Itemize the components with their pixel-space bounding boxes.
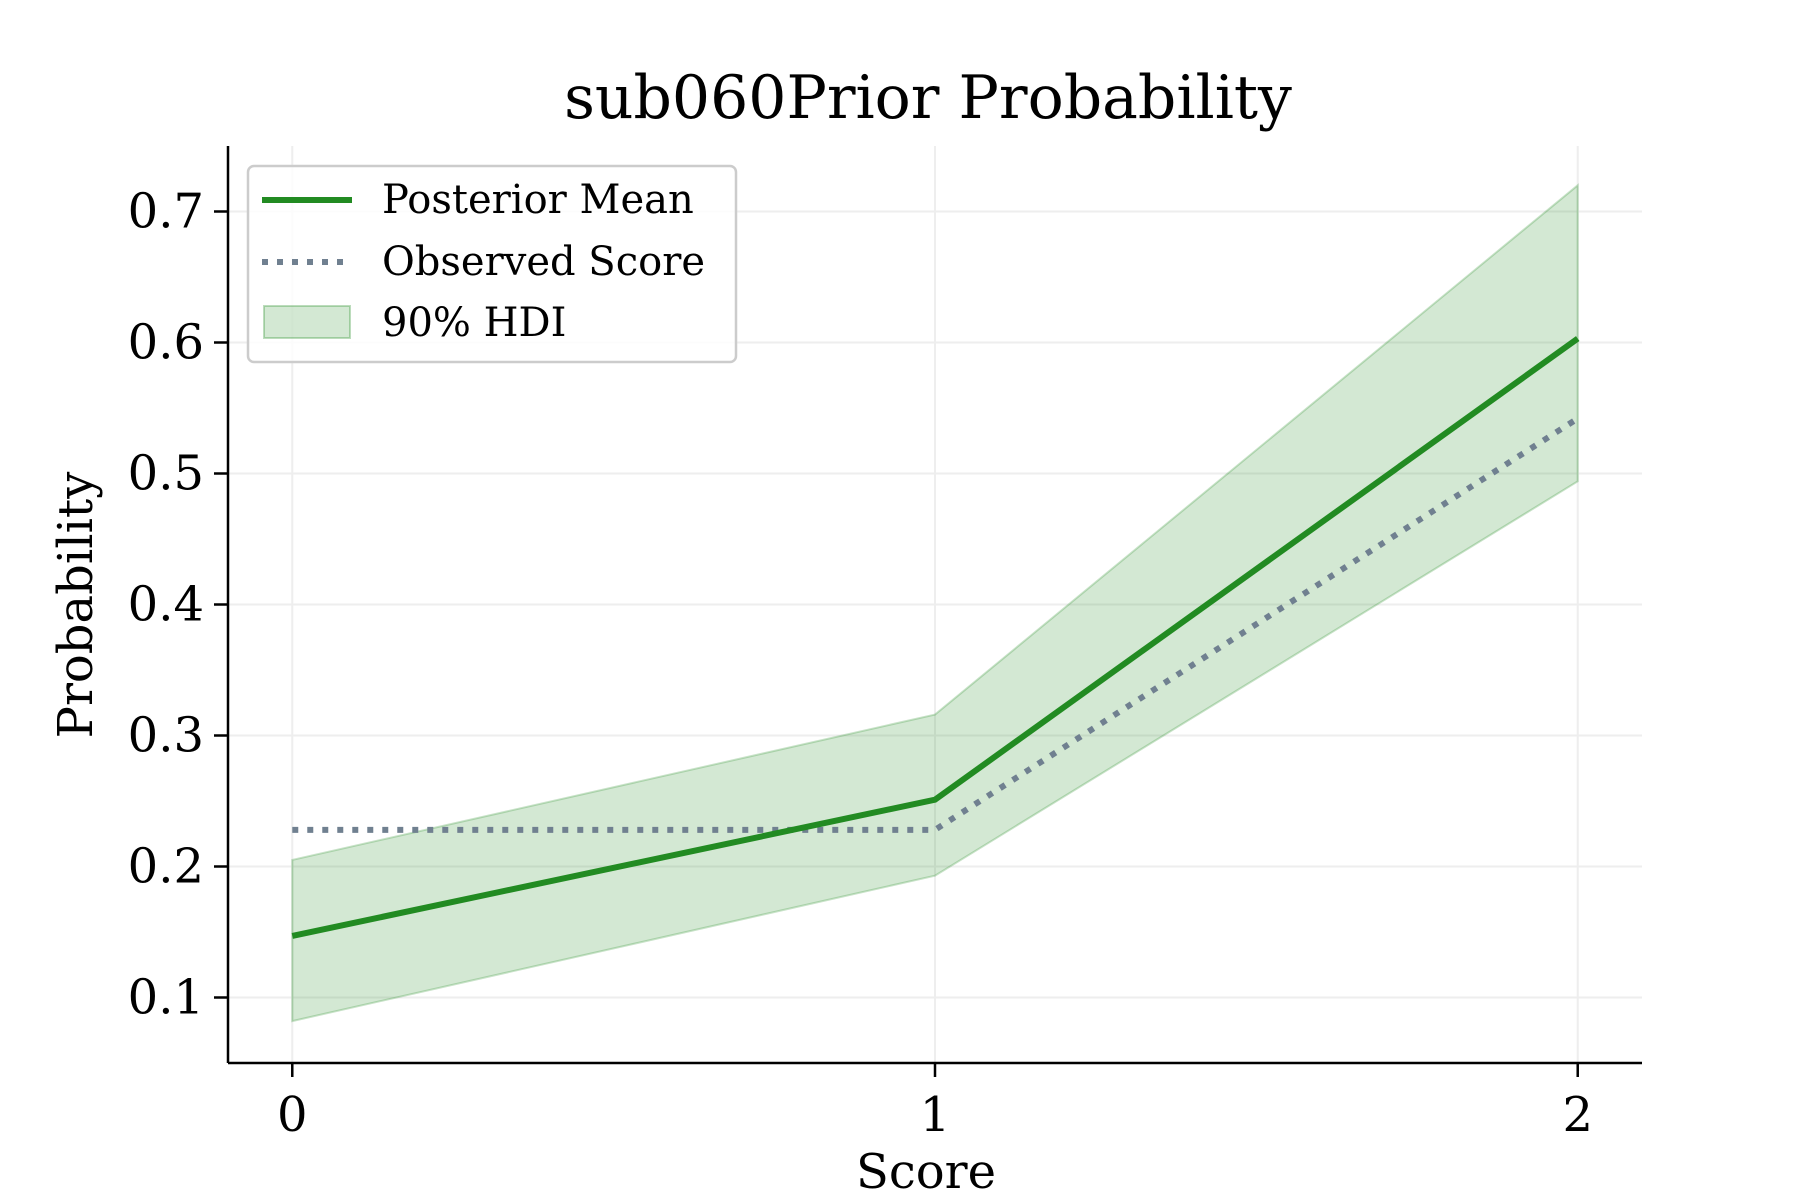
x-axis-label: Score <box>856 1144 996 1200</box>
posterior-mean-line <box>291 336 1580 939</box>
ticks: 0.1 0.2 0.3 0.4 0.5 0.6 0.7 0 1 2 <box>128 184 1593 1144</box>
legend: Posterior Mean Observed Score 90% HDI <box>246 164 738 364</box>
legend-label-posterior-mean: Posterior Mean <box>382 177 694 223</box>
legend-box <box>246 164 738 364</box>
hdi-band <box>291 183 1579 1023</box>
y-tick-label: 0.5 <box>128 446 204 502</box>
observed-score-line <box>292 415 1580 833</box>
legend-label-hdi: 90% HDI <box>382 300 566 346</box>
chart-title: sub060Prior Probability <box>564 63 1292 133</box>
y-tick-label: 0.6 <box>128 315 204 371</box>
y-axis-label: Probability <box>48 472 104 739</box>
legend-swatch-hdi <box>263 305 351 339</box>
x-tick-label: 2 <box>1562 1087 1593 1143</box>
y-tick-label: 0.2 <box>128 839 204 895</box>
x-tick-label: 0 <box>277 1087 308 1143</box>
y-tick-label: 0.7 <box>128 184 204 240</box>
y-tick-label: 0.4 <box>128 577 204 633</box>
legend-label-observed-score: Observed Score <box>382 239 705 285</box>
x-tick-label: 1 <box>920 1087 951 1143</box>
y-tick-label: 0.1 <box>128 970 204 1026</box>
y-tick-label: 0.3 <box>128 708 204 764</box>
